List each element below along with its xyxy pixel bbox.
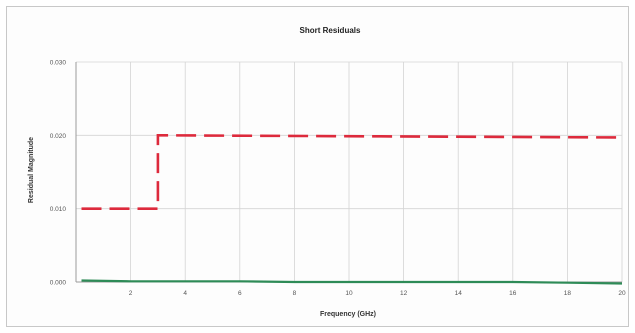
series-line-1 bbox=[81, 279, 623, 285]
y-tick-label: 0.030 bbox=[50, 60, 67, 67]
y-axis-label: Residual Magnitude bbox=[28, 137, 35, 203]
x-tick-label: 8 bbox=[293, 290, 297, 297]
chart-title: Short Residuals bbox=[300, 26, 361, 35]
x-tick-label: 4 bbox=[183, 290, 187, 297]
y-tick-labels: 0.000 0.010 0.020 0.030 bbox=[50, 60, 67, 287]
y-tick-label: 0.010 bbox=[50, 206, 67, 213]
series-layer bbox=[81, 133, 623, 285]
x-tick-label: 12 bbox=[400, 290, 408, 297]
y-tick-label: 0.000 bbox=[50, 280, 67, 287]
x-tick-label: 16 bbox=[509, 290, 517, 297]
y-tick-label: 0.020 bbox=[50, 133, 67, 140]
series-line-0 bbox=[81, 133, 623, 210]
x-tick-label: 6 bbox=[238, 290, 242, 297]
x-tick-labels: 2 4 6 8 10 12 14 16 18 20 bbox=[129, 290, 626, 297]
x-tick-label: 10 bbox=[345, 290, 353, 297]
x-axis-label: Frequency (GHz) bbox=[320, 311, 376, 318]
x-tick-label: 18 bbox=[564, 290, 572, 297]
x-tick-label: 2 bbox=[129, 290, 133, 297]
x-tick-label: 14 bbox=[455, 290, 463, 297]
x-tick-label: 20 bbox=[618, 290, 626, 297]
chart-frame bbox=[6, 6, 629, 327]
